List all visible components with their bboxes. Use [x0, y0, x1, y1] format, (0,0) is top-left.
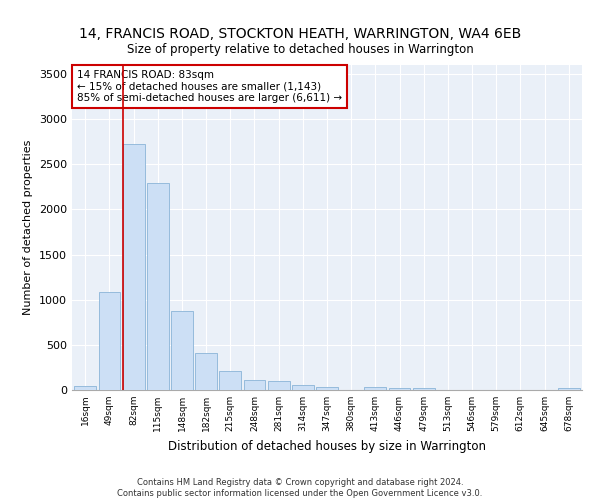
Text: 14, FRANCIS ROAD, STOCKTON HEATH, WARRINGTON, WA4 6EB: 14, FRANCIS ROAD, STOCKTON HEATH, WARRIN… [79, 28, 521, 42]
Bar [316, 387, 338, 390]
Bar [244, 380, 265, 390]
Bar [292, 385, 314, 390]
Text: Contains HM Land Registry data © Crown copyright and database right 2024.
Contai: Contains HM Land Registry data © Crown c… [118, 478, 482, 498]
Bar [195, 352, 217, 390]
Y-axis label: Number of detached properties: Number of detached properties [23, 140, 34, 315]
Text: Size of property relative to detached houses in Warrington: Size of property relative to detached ho… [127, 42, 473, 56]
Bar [413, 388, 434, 390]
Bar [389, 388, 410, 390]
Bar [98, 292, 121, 390]
Bar [123, 144, 145, 390]
Bar [268, 381, 290, 390]
Bar [74, 386, 96, 390]
Text: 14 FRANCIS ROAD: 83sqm
← 15% of detached houses are smaller (1,143)
85% of semi-: 14 FRANCIS ROAD: 83sqm ← 15% of detached… [77, 70, 342, 103]
Bar [364, 387, 386, 390]
Bar [171, 310, 193, 390]
X-axis label: Distribution of detached houses by size in Warrington: Distribution of detached houses by size … [168, 440, 486, 452]
Bar [147, 184, 169, 390]
Bar [558, 388, 580, 390]
Bar [220, 372, 241, 390]
